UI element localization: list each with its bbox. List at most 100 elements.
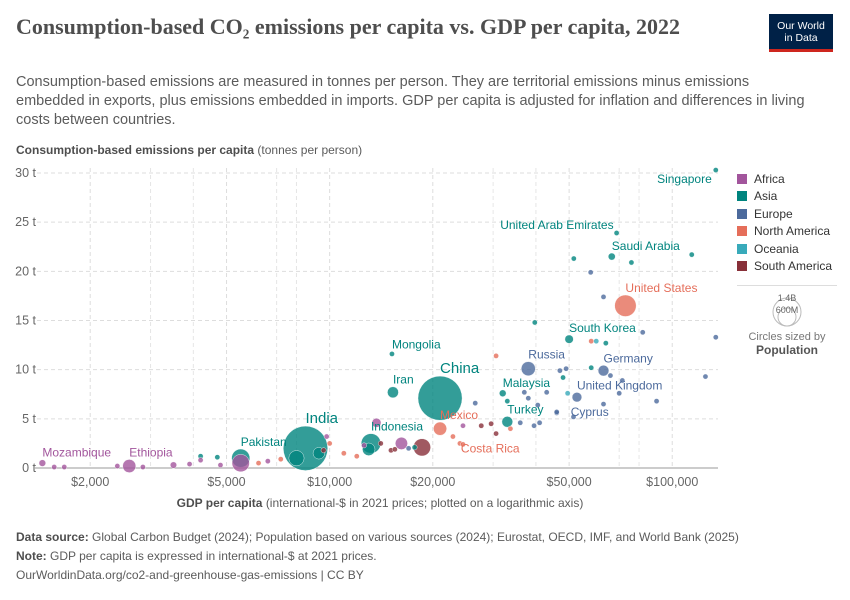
data-point[interactable] (387, 386, 399, 399)
data-point[interactable] (488, 420, 494, 427)
data-point[interactable] (61, 464, 68, 470)
data-point[interactable] (553, 409, 560, 415)
data-point[interactable] (564, 334, 574, 344)
data-point[interactable] (587, 269, 594, 276)
data-point[interactable] (392, 446, 398, 453)
data-point[interactable] (588, 338, 595, 344)
data-point[interactable] (653, 398, 660, 404)
data-point[interactable] (140, 464, 146, 470)
data-point[interactable] (265, 458, 271, 464)
data-point[interactable] (608, 252, 616, 261)
data-point[interactable] (616, 390, 622, 397)
footer: Data source: Global Carbon Budget (2024)… (16, 528, 739, 585)
data-point[interactable] (597, 365, 610, 377)
data-point[interactable] (417, 375, 463, 421)
data-point[interactable] (563, 365, 569, 372)
data-point[interactable] (405, 445, 412, 452)
data-point[interactable] (517, 419, 524, 426)
data-point[interactable] (613, 230, 620, 236)
data-point[interactable] (536, 419, 543, 426)
x-axis-title-unit: (international-$ in 2021 prices; plotted… (265, 496, 584, 510)
legend-swatch (737, 208, 747, 219)
data-point[interactable] (688, 251, 695, 258)
source-url[interactable]: OurWorldinData.org/co2-and-greenhouse-ga… (16, 568, 364, 582)
data-point[interactable] (543, 389, 550, 396)
data-point[interactable] (353, 453, 360, 460)
point-label: Mongolia (392, 337, 441, 351)
data-point[interactable] (702, 373, 709, 380)
data-point[interactable] (389, 351, 395, 357)
data-point[interactable] (197, 457, 204, 463)
data-point[interactable] (255, 460, 262, 466)
data-point[interactable] (186, 461, 193, 467)
data-point[interactable] (51, 464, 57, 470)
legend-item-asia[interactable]: Asia (737, 188, 832, 206)
data-point[interactable] (361, 442, 367, 449)
data-point[interactable] (614, 294, 637, 317)
data-point[interactable] (377, 440, 384, 447)
legend-item-north-america[interactable]: North America (737, 223, 832, 241)
data-point[interactable] (277, 456, 284, 462)
data-point[interactable] (619, 377, 626, 384)
data-point[interactable] (600, 294, 607, 300)
data-point[interactable] (570, 414, 577, 420)
data-point[interactable] (450, 433, 456, 440)
data-point[interactable] (38, 459, 46, 467)
data-point[interactable] (501, 416, 513, 428)
data-point[interactable] (341, 450, 347, 457)
point-label: China (440, 360, 480, 377)
data-point[interactable] (712, 334, 719, 341)
point-label: South Korea (569, 321, 636, 335)
data-point[interactable] (326, 440, 333, 447)
data-point[interactable] (639, 329, 646, 336)
data-point[interactable] (170, 461, 177, 469)
data-point[interactable] (395, 437, 408, 450)
data-point[interactable] (534, 402, 541, 408)
data-point[interactable] (531, 422, 537, 429)
data-point[interactable] (532, 319, 538, 326)
data-point[interactable] (521, 361, 536, 376)
legend-item-oceania[interactable]: Oceania (737, 240, 832, 258)
data-point[interactable] (593, 338, 600, 344)
data-point[interactable] (525, 395, 532, 401)
data-point[interactable] (571, 255, 577, 262)
data-point[interactable] (603, 340, 609, 346)
data-point[interactable] (493, 353, 499, 359)
legend-item-south-america[interactable]: South America (737, 258, 832, 276)
point-label: Saudi Arabia (612, 239, 680, 253)
data-point[interactable] (564, 390, 571, 397)
data-point[interactable] (560, 374, 566, 381)
data-point[interactable] (460, 441, 466, 448)
data-point[interactable] (433, 421, 447, 436)
owid-logo[interactable]: Our World in Data (769, 14, 833, 52)
data-point[interactable] (507, 425, 514, 432)
data-point[interactable] (411, 444, 418, 451)
data-point[interactable] (504, 398, 511, 404)
data-point[interactable] (114, 463, 121, 469)
data-point[interactable] (493, 430, 499, 437)
data-point[interactable] (588, 364, 595, 371)
data-point[interactable] (288, 450, 305, 467)
data-point[interactable] (628, 259, 635, 266)
data-point[interactable] (499, 389, 507, 397)
data-point[interactable] (371, 418, 382, 428)
data-point[interactable] (600, 401, 607, 407)
chart-subtitle: Consumption-based emissions are measured… (16, 74, 805, 128)
data-point[interactable] (460, 422, 466, 429)
data-point[interactable] (521, 389, 528, 396)
data-point[interactable] (571, 392, 582, 403)
data-point[interactable] (122, 459, 137, 473)
source-label: Data source: (16, 530, 89, 544)
data-point[interactable] (607, 372, 614, 379)
legend-item-africa[interactable]: Africa (737, 170, 832, 188)
data-point[interactable] (214, 454, 221, 460)
data-point[interactable] (478, 422, 485, 429)
data-point[interactable] (712, 167, 719, 173)
data-point[interactable] (472, 400, 479, 406)
data-point[interactable] (557, 367, 563, 374)
data-point[interactable] (323, 433, 330, 440)
data-point[interactable] (231, 454, 250, 473)
legend-item-europe[interactable]: Europe (737, 205, 832, 223)
data-point[interactable] (217, 462, 224, 468)
data-point[interactable] (320, 447, 327, 454)
